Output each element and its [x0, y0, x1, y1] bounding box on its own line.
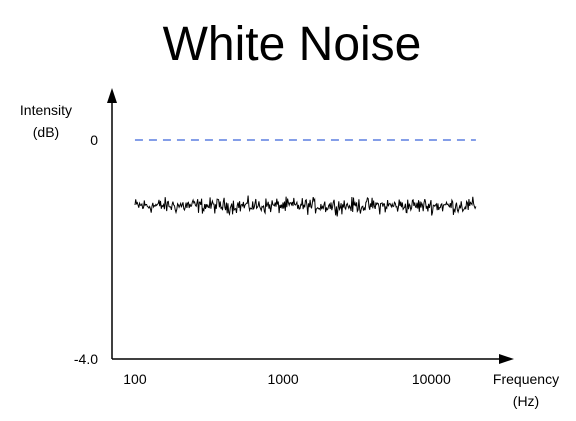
y-tick-label-0: 0 — [90, 132, 98, 148]
x-axis-label-line2: (Hz) — [513, 393, 539, 409]
y-axis-arrow — [107, 88, 117, 103]
x-tick-label-0: 100 — [123, 371, 147, 387]
x-tick-label-2: 10000 — [412, 371, 451, 387]
x-axis-arrow — [499, 354, 514, 364]
noise-series-line — [134, 195, 477, 217]
x-axis-label-line1: Frequency — [493, 371, 559, 387]
y-tick-label-1: -4.0 — [74, 351, 98, 367]
y-axis-label-line2: (dB) — [33, 124, 59, 140]
chart-title: White Noise — [163, 18, 422, 71]
chart-marks: 0 -4.0 100 1000 10000 — [74, 132, 477, 387]
x-tick-label-1: 1000 — [268, 371, 299, 387]
y-axis-label-line1: Intensity — [20, 102, 72, 118]
